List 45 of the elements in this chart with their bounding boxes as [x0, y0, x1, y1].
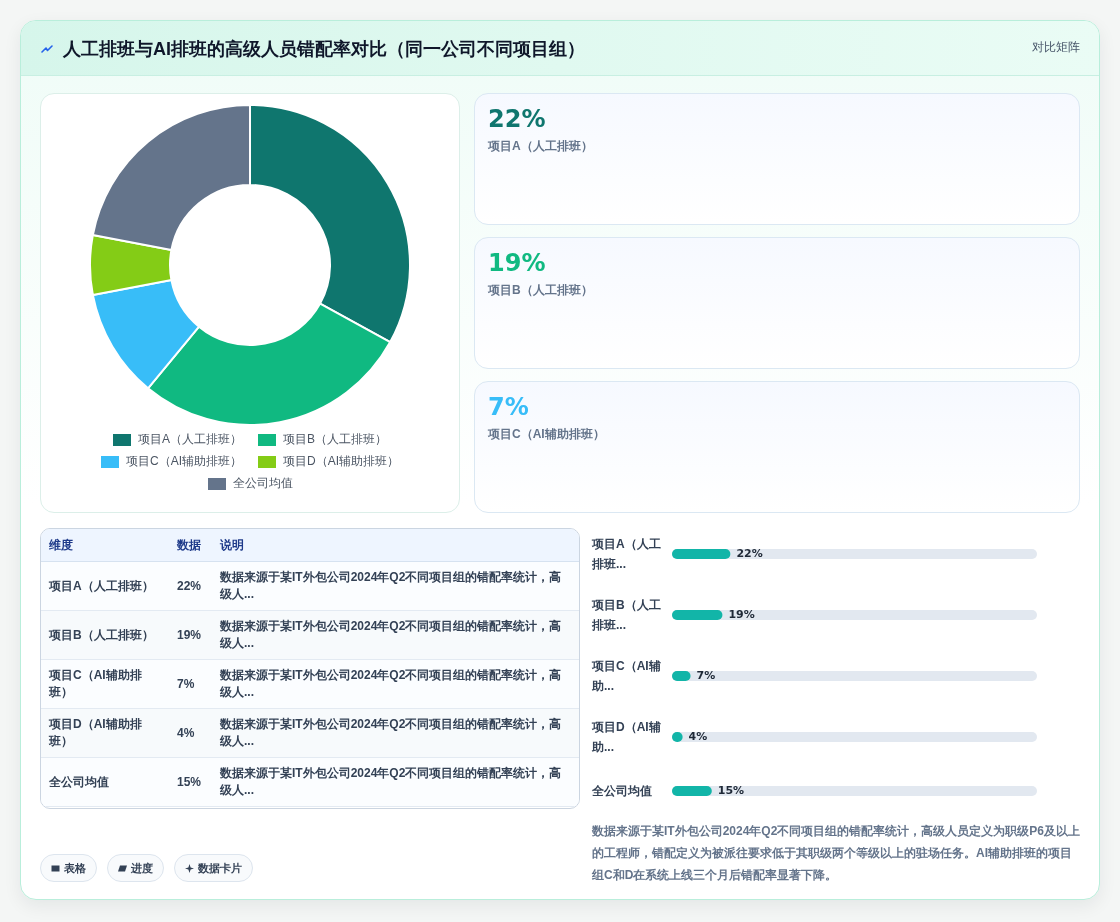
text: 对比矩阵 — [1032, 39, 1080, 55]
data-label: 7% — [177, 675, 195, 693]
text: 数据来源于某IT外包公司2024年Q2不同项目组的错配率统计，高级人... — [220, 716, 563, 750]
text: 维度 — [49, 537, 73, 553]
category-label: 项目D（AI辅助排班） — [49, 716, 143, 750]
text: 进度 — [131, 861, 153, 875]
text: 数据卡片 — [198, 861, 242, 875]
y-tick-label: 项目B（人工排班... — [592, 597, 662, 634]
category-label: 项目B（人工排班） — [488, 282, 593, 298]
legend-label: 项目B（人工排班） — [283, 431, 388, 448]
text: 数据来源于某IT外包公司2024年Q2不同项目组的错配率统计，高级人... — [220, 618, 563, 652]
data-label: 15% — [177, 773, 202, 791]
text: 数据来源于某IT外包公司2024年Q2不同项目组的错配率统计，高级人... — [220, 765, 563, 799]
text: 表格 — [64, 861, 86, 875]
data-label: 22% — [177, 577, 202, 595]
category-label: 项目C（AI辅助排班） — [49, 667, 143, 701]
y-tick-label: 项目A（人工排班... — [592, 536, 662, 573]
category-label: 项目A（人工排班） — [49, 577, 154, 595]
legend-label: 全公司均值 — [232, 475, 293, 492]
data-label: 4% — [177, 724, 195, 742]
category-label: 全公司均值 — [49, 773, 109, 791]
chart-title: 人工排班与AI排班的高级人员错配率对比（同一公司不同项目组） — [63, 38, 585, 60]
data-label: 7% — [696, 669, 716, 683]
y-tick-label: 项目C（AI辅助... — [592, 658, 662, 695]
text: 数据来源于某IT外包公司2024年Q2不同项目组的错配率统计，高级人... — [220, 667, 563, 701]
text: 数据来源于某IT外包公司2024年Q2不同项目组的错配率统计，高级人员定义为职级P6及以上的工程师，错配定义为被派往要求低于其职级两个等级以上的驻场任务。AI辅助排班的项目组C和D在系统上线三个月后错配率显著下降。 — [592, 823, 1082, 884]
text: 说明 — [220, 537, 244, 553]
data-label: 22% — [736, 547, 763, 561]
text: 数据来源于某IT外包公司2024年Q2不同项目组的错配率统计，高级人... — [220, 569, 563, 603]
legend-label: 项目A（人工排班） — [137, 431, 242, 448]
data-label: 22% — [488, 105, 546, 133]
data-label: 7% — [488, 393, 529, 421]
category-label: 项目C（AI辅助排班） — [488, 426, 605, 442]
data-label: 19% — [728, 608, 755, 622]
data-label: 19% — [488, 249, 546, 277]
data-label: 15% — [717, 784, 745, 798]
category-label: 项目A（人工排班） — [488, 138, 593, 154]
text: 数据 — [177, 537, 201, 553]
legend-label: 项目D（AI辅助排班） — [283, 453, 400, 470]
data-label: 4% — [688, 730, 708, 744]
category-label: 项目B（人工排班） — [49, 626, 154, 644]
legend-label: 项目C（AI辅助排班） — [125, 453, 242, 470]
y-tick-label: 全公司均值 — [592, 783, 653, 800]
data-label: 19% — [177, 626, 202, 644]
y-tick-label: 项目D（AI辅助... — [592, 719, 662, 756]
